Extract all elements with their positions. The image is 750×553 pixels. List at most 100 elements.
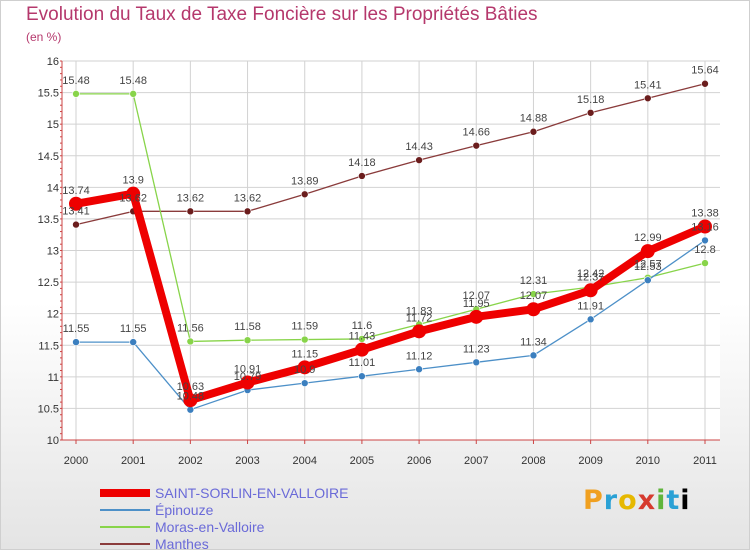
data-point-0 [469, 309, 484, 324]
data-label-2: 11.83 [406, 305, 433, 317]
data-label-3: 13.89 [291, 175, 319, 187]
data-label-1: 10.48 [177, 391, 205, 403]
x-tick-label: 2011 [693, 455, 717, 467]
data-label-2: 12.07 [463, 290, 491, 302]
data-label-3: 13.62 [119, 192, 147, 204]
data-point-3 [586, 108, 595, 117]
x-tick-label: 2001 [121, 455, 145, 467]
y-tick-label: 13.5 [38, 214, 59, 226]
data-point-0 [69, 196, 83, 211]
y-tick-label: 14.5 [38, 151, 59, 163]
data-label-3: 15.18 [577, 94, 605, 106]
data-label-0: 11.43 [349, 331, 376, 343]
data-point-3 [415, 156, 423, 164]
series-line-1 [76, 239, 706, 411]
series-line-3 [75, 83, 706, 226]
data-label-2: 11.58 [234, 321, 261, 333]
x-tick-label: 2006 [407, 455, 431, 467]
data-point-0 [412, 324, 427, 339]
data-point-1 [586, 315, 595, 324]
data-point-3 [701, 79, 709, 88]
y-tick-label: 13 [47, 246, 59, 258]
data-label-1: 11.55 [63, 323, 90, 335]
data-label-2: 12.31 [520, 275, 548, 287]
data-point-2 [129, 90, 137, 98]
data-point-0 [126, 186, 141, 201]
data-point-0 [698, 219, 712, 234]
data-point-0 [240, 375, 255, 390]
data-label-3: 13.62 [234, 192, 262, 204]
data-label-0: 12.99 [634, 232, 662, 244]
data-point-3 [529, 127, 538, 136]
data-label-3: 14.66 [463, 127, 491, 139]
data-point-3 [358, 172, 366, 180]
data-point-1 [472, 358, 481, 367]
chart-title: Evolution du Taux de Taxe Foncière sur l… [26, 4, 538, 25]
data-label-3: 15.41 [634, 79, 662, 91]
data-label-1: 11.91 [577, 300, 604, 312]
y-tick-label: 12.5 [38, 277, 59, 289]
legend-label: Épinouze [155, 502, 214, 518]
data-label-1: 11.01 [349, 357, 376, 369]
data-label-1: 12.53 [634, 261, 662, 273]
data-point-0 [354, 342, 369, 357]
y-tick-label: 16 [47, 56, 59, 68]
data-label-3: 14.88 [520, 113, 548, 125]
x-tick-label: 2010 [636, 455, 660, 467]
data-label-2: 12.8 [694, 244, 715, 256]
data-point-2 [186, 337, 195, 346]
data-label-0: 13.9 [122, 175, 143, 187]
data-label-1: 10.79 [234, 371, 262, 383]
y-tick-label: 10 [47, 435, 59, 447]
data-label-0: 10.63 [177, 381, 205, 393]
x-tick-label: 2003 [235, 455, 259, 467]
data-label-2: 11.56 [177, 322, 204, 334]
legend-swatch-manthes [100, 543, 150, 545]
data-point-0 [583, 283, 598, 298]
data-label-1: 10.9 [294, 364, 315, 376]
chart-subtitle: (en %) [26, 30, 62, 44]
data-point-3 [644, 94, 652, 103]
data-point-1 [129, 338, 137, 346]
y-tick-label: 12 [47, 309, 59, 321]
data-label-0: 12.37 [577, 271, 605, 283]
data-label-1: 11.23 [463, 343, 490, 355]
x-tick-label: 2004 [292, 455, 316, 467]
data-point-0 [183, 393, 198, 408]
data-label-2: 11.59 [291, 321, 318, 333]
y-tick-label: 10.5 [38, 403, 59, 415]
data-label-1: 13.16 [691, 221, 719, 233]
data-point-1 [644, 276, 652, 284]
data-point-3 [72, 220, 80, 229]
data-point-2 [701, 259, 709, 267]
legend-swatch-saint-sorlin [100, 489, 150, 497]
data-point-2 [72, 90, 80, 98]
data-point-3 [300, 190, 309, 199]
data-point-2 [300, 335, 309, 344]
data-point-3 [472, 141, 481, 150]
data-point-1 [701, 236, 709, 245]
data-label-0: 11.15 [291, 348, 318, 360]
data-point-1 [358, 372, 366, 381]
data-label-3: 13.41 [62, 206, 90, 218]
y-tick-label: 15.5 [38, 88, 59, 100]
y-tick-label: 11 [48, 372, 59, 384]
series-line-0 [75, 189, 707, 405]
data-label-0: 11.95 [463, 298, 490, 310]
data-point-1 [186, 405, 195, 414]
data-point-3 [186, 207, 195, 216]
x-tick-label: 2002 [178, 455, 202, 467]
legend-label: Manthes [155, 536, 209, 552]
data-label-2: 15.48 [62, 75, 90, 87]
legend-label: SAINT-SORLIN-EN-VALLOIRE [155, 485, 349, 501]
data-label-1: 11.34 [520, 336, 547, 348]
x-tick-label: 2000 [64, 455, 88, 467]
data-label-2: 12.57 [634, 259, 662, 271]
data-point-0 [640, 244, 655, 259]
data-label-0: 13.38 [691, 207, 719, 219]
data-label-1: 11.12 [406, 350, 433, 362]
x-tick-label: 2009 [578, 455, 602, 467]
data-point-1 [529, 351, 538, 360]
data-label-1: 11.55 [120, 323, 147, 335]
y-tick-label: 11.5 [38, 340, 59, 352]
